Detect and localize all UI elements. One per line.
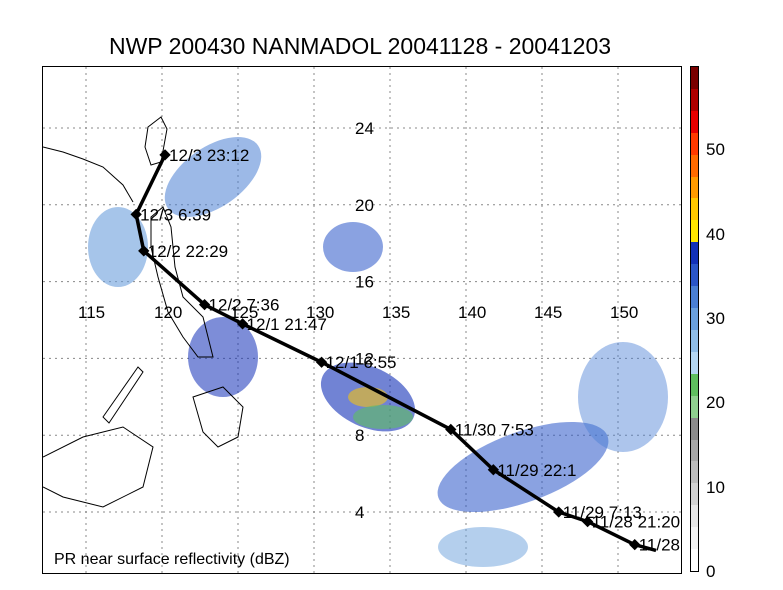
luzon-coast bbox=[150, 206, 214, 358]
latitude-label: 16 bbox=[355, 273, 374, 292]
lat-lon-grid bbox=[43, 67, 681, 573]
track-time-label: 11/28 21:20 bbox=[592, 513, 681, 532]
colorbar-tick-label: 40 bbox=[706, 224, 725, 244]
track-point-marker[interactable] bbox=[487, 464, 500, 476]
colorbar-segment bbox=[691, 110, 698, 133]
track-point-marker[interactable] bbox=[629, 538, 641, 551]
rain-swath-central bbox=[323, 222, 383, 272]
track-time-label: 11/30 7:53 bbox=[455, 420, 534, 439]
colorbar-segment bbox=[691, 263, 698, 287]
colorbar-tick-label: 30 bbox=[706, 309, 725, 328]
chart-title: NWP 200430 NANMADOL 20041128 - 20041203 bbox=[108, 33, 612, 59]
longitude-label: 135 bbox=[382, 303, 410, 322]
longitude-label: 150 bbox=[610, 303, 638, 322]
colorbar-segment bbox=[691, 176, 698, 199]
colorbar-segment bbox=[691, 241, 698, 265]
colorbar-segment bbox=[691, 307, 698, 330]
colorbar-segment bbox=[691, 329, 698, 352]
colorbar-segment bbox=[691, 373, 698, 396]
track-time-label: 11/28 8:10 bbox=[639, 536, 682, 555]
colorbar-segment bbox=[691, 351, 698, 374]
colorbar-tick-label: 50 bbox=[706, 140, 725, 160]
mindanao-coast bbox=[192, 386, 244, 448]
longitude-label: 125 bbox=[230, 303, 258, 322]
precipitation-swaths bbox=[88, 137, 668, 567]
colorbar-tick-label: 20 bbox=[706, 393, 725, 413]
longitude-label: 145 bbox=[534, 303, 562, 322]
track-time-label: 11/29 22:1 bbox=[497, 461, 576, 480]
latitude-label: 12 bbox=[355, 349, 374, 368]
colorbar-segment bbox=[691, 88, 698, 111]
colorbar-segment bbox=[691, 417, 698, 440]
latitude-label: 8 bbox=[355, 426, 364, 445]
longitude-label: 140 bbox=[458, 303, 486, 322]
rain-swath-ne bbox=[578, 342, 668, 452]
latitude-label: 4 bbox=[355, 503, 364, 522]
rain-swath-north bbox=[164, 137, 262, 217]
track-point-marker[interactable] bbox=[198, 298, 211, 311]
track-point-marker[interactable] bbox=[445, 423, 457, 436]
track-time-label: 12/3 6:39 bbox=[140, 205, 211, 224]
colorbar-segment bbox=[691, 548, 698, 571]
rain-core-yellow bbox=[348, 387, 388, 407]
rain-swath-east bbox=[437, 421, 609, 513]
colorbar-segment bbox=[691, 439, 698, 462]
track-point-marker[interactable] bbox=[553, 506, 565, 518]
china-coast bbox=[43, 146, 134, 203]
longitude-label: 120 bbox=[154, 303, 182, 322]
colorbar-tick-label: 0 bbox=[706, 562, 716, 581]
longitude-label: 115 bbox=[78, 303, 105, 322]
colorbar-segment bbox=[691, 198, 698, 221]
colorbar-segment bbox=[691, 132, 698, 155]
track-line bbox=[134, 154, 657, 553]
track-point-marker[interactable] bbox=[581, 515, 594, 528]
track-time-label: 12/2 7:36 bbox=[209, 296, 280, 315]
colorbar-tick-label: 10 bbox=[706, 477, 725, 497]
colorbar-segment bbox=[691, 285, 698, 309]
track-time-label: 12/2 22:29 bbox=[148, 242, 228, 261]
colorbar-segment bbox=[691, 504, 698, 528]
track-time-label: 11/29 7:13 bbox=[563, 503, 642, 522]
track-time-label: 12/3 23:12 bbox=[169, 146, 249, 165]
colorbar-segment bbox=[691, 526, 698, 550]
colorbar-segment bbox=[691, 219, 698, 243]
colorbar bbox=[690, 66, 699, 572]
track-time-label: 12/1 6:55 bbox=[326, 353, 397, 372]
colorbar-segment bbox=[691, 482, 698, 506]
colorbar-segment bbox=[691, 154, 698, 177]
latitude-label: 20 bbox=[355, 196, 374, 215]
latitude-label: 24 bbox=[355, 119, 374, 138]
track-point-marker[interactable] bbox=[138, 245, 150, 257]
rain-swath-green bbox=[353, 405, 413, 429]
track-point-marker[interactable] bbox=[159, 149, 171, 161]
borneo-coast bbox=[43, 426, 154, 508]
track-point-marker[interactable] bbox=[315, 356, 328, 368]
rain-swath-philippines bbox=[188, 317, 258, 397]
track-point-marker[interactable] bbox=[236, 318, 249, 330]
palawan-coast bbox=[102, 366, 144, 424]
colorbar-segment bbox=[691, 66, 698, 89]
colorbar-segment bbox=[691, 395, 698, 418]
track-time-label: 12/1 21:47 bbox=[247, 315, 327, 334]
longitude-label: 130 bbox=[306, 303, 334, 322]
rain-swath-west bbox=[88, 207, 148, 287]
rain-swath-south bbox=[438, 527, 528, 567]
map-caption: PR near surface reflectivity (dBZ) bbox=[54, 551, 290, 568]
colorbar-segment bbox=[691, 460, 698, 484]
map-area[interactable]: 12/3 23:12 12/3 6:39 12/2 22:29 12/2 7:36 12… bbox=[42, 66, 682, 574]
